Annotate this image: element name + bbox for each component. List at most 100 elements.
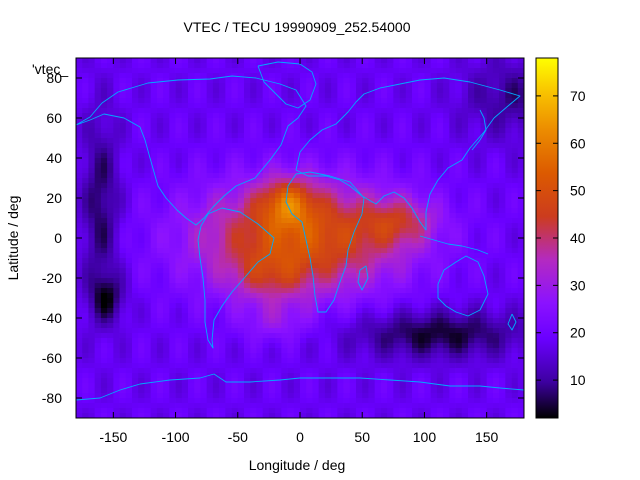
heatmap-cell <box>443 348 450 354</box>
heatmap-cell <box>287 343 295 349</box>
heatmap-cell <box>94 403 102 409</box>
heatmap-cell <box>324 368 332 374</box>
heatmap-cell <box>380 333 388 339</box>
heatmap-cell <box>349 243 357 249</box>
heatmap-cell <box>94 93 102 99</box>
heatmap-cell <box>144 128 152 134</box>
heatmap-cell <box>399 153 407 159</box>
heatmap-cell <box>449 328 456 334</box>
heatmap-cell <box>163 293 170 299</box>
heatmap-cell <box>412 173 419 179</box>
heatmap-cell <box>405 103 413 109</box>
heatmap-cell <box>250 173 257 179</box>
heatmap-cell <box>368 388 376 394</box>
heatmap-cell <box>331 238 338 244</box>
heatmap-cell <box>468 288 475 294</box>
heatmap-cell <box>237 288 245 294</box>
heatmap-cell <box>380 378 388 384</box>
heatmap-cell <box>318 188 326 194</box>
heatmap-cell <box>268 163 276 169</box>
heatmap-cell <box>511 208 519 214</box>
heatmap-cell <box>362 253 369 259</box>
heatmap-cell <box>412 273 419 279</box>
heatmap-cell <box>125 188 133 194</box>
heatmap-cell <box>318 283 326 289</box>
heatmap-cell <box>163 398 170 404</box>
heatmap-cell <box>132 373 139 379</box>
heatmap-cell <box>181 158 189 164</box>
heatmap-cell <box>331 223 338 229</box>
heatmap-cell <box>468 273 475 279</box>
heatmap-cell <box>250 208 257 214</box>
heatmap-cell <box>119 333 127 339</box>
heatmap-cell <box>474 373 481 379</box>
heatmap-cell <box>486 238 494 244</box>
heatmap-cell <box>287 353 295 359</box>
heatmap-cell <box>399 268 407 274</box>
heatmap-cell <box>219 73 226 79</box>
heatmap-cell <box>343 133 351 139</box>
heatmap-cell <box>443 68 450 74</box>
heatmap-cell <box>324 63 332 69</box>
heatmap-cell <box>356 118 363 124</box>
heatmap-cell <box>244 193 251 199</box>
heatmap-cell <box>499 198 506 204</box>
heatmap-cell <box>387 128 394 134</box>
heatmap-cell <box>188 278 195 284</box>
heatmap-cell <box>436 223 444 229</box>
heatmap-cell <box>474 103 481 109</box>
heatmap-cell <box>374 328 382 334</box>
heatmap-cell <box>132 313 139 319</box>
heatmap-cell <box>194 318 201 324</box>
heatmap-cell <box>275 133 282 139</box>
heatmap-cell <box>132 338 139 344</box>
heatmap-cell <box>125 68 133 74</box>
heatmap-cell <box>82 373 89 379</box>
heatmap-cell <box>393 303 400 309</box>
heatmap-cell <box>156 313 164 319</box>
heatmap-cell <box>293 113 301 119</box>
heatmap-cell <box>219 158 226 164</box>
heatmap-cell <box>163 193 170 199</box>
heatmap-cell <box>119 128 127 134</box>
heatmap-cell <box>511 293 519 299</box>
heatmap-cell <box>144 338 152 344</box>
heatmap-cell <box>312 393 320 399</box>
heatmap-cell <box>468 248 475 254</box>
heatmap-cell <box>132 398 139 404</box>
heatmap-cell <box>82 123 89 129</box>
heatmap-cell <box>337 368 344 374</box>
heatmap-cell <box>436 338 444 344</box>
heatmap-cell <box>387 318 394 324</box>
heatmap-cell <box>275 323 282 329</box>
heatmap-cell <box>225 153 232 159</box>
heatmap-cell <box>275 203 282 209</box>
heatmap-cell <box>461 178 469 184</box>
heatmap-cell <box>225 283 232 289</box>
heatmap-cell <box>163 258 170 264</box>
heatmap-cell <box>318 113 326 119</box>
heatmap-cell <box>399 103 407 109</box>
heatmap-cell <box>275 213 282 219</box>
heatmap-cell <box>113 148 120 154</box>
heatmap-cell <box>100 343 108 349</box>
heatmap-cell <box>287 168 295 174</box>
heatmap-cell <box>212 108 220 114</box>
heatmap-cell <box>100 328 108 334</box>
heatmap-cell <box>175 213 183 219</box>
heatmap-cell <box>206 163 214 169</box>
heatmap-cell <box>231 243 239 249</box>
heatmap-cell <box>94 58 102 64</box>
heatmap-cell <box>119 328 127 334</box>
heatmap-cell <box>405 243 413 249</box>
heatmap-cell <box>499 228 506 234</box>
heatmap-cell <box>380 123 388 129</box>
heatmap-cell <box>318 348 326 354</box>
heatmap-cell <box>225 238 232 244</box>
heatmap-cell <box>188 353 195 359</box>
heatmap-cell <box>94 78 102 84</box>
heatmap-cell <box>206 178 214 184</box>
heatmap-cell <box>362 188 369 194</box>
heatmap-cell <box>293 103 301 109</box>
heatmap-cell <box>412 213 419 219</box>
